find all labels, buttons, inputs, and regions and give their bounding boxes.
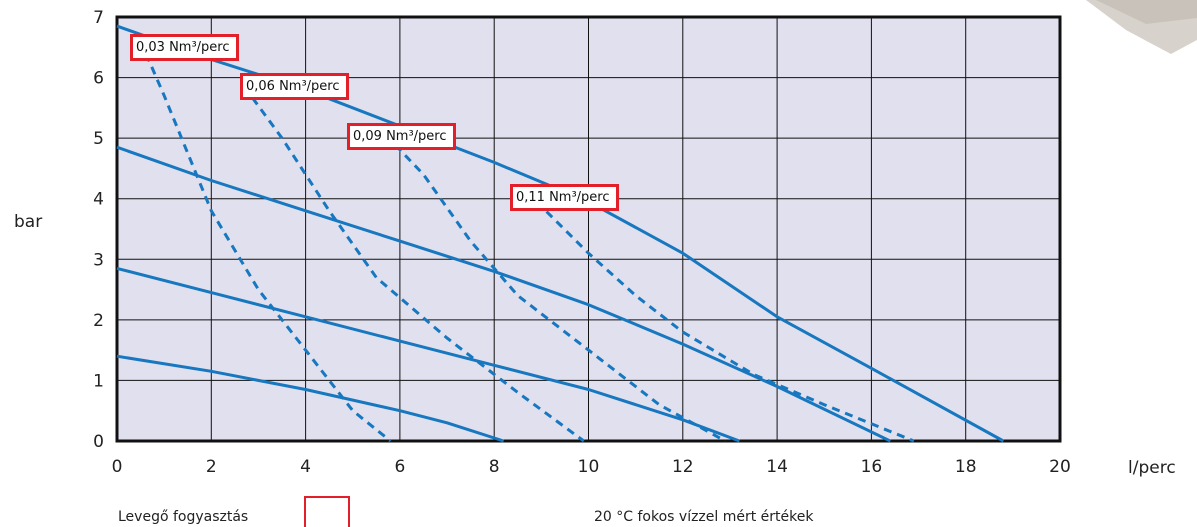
y-tick-label: 4: [93, 190, 104, 210]
callout-0-06: 0,06 Nm³/perc: [240, 73, 349, 100]
x-tick-label: 2: [206, 457, 217, 477]
x-axis-title: l/perc: [1128, 458, 1176, 478]
y-tick-label: 3: [93, 250, 104, 270]
callout-0-11: 0,11 Nm³/perc: [510, 184, 619, 211]
legend-label: Levegő fogyasztás: [118, 509, 249, 525]
y-tick-label: 0: [93, 432, 104, 452]
plot-frame: [115, 15, 1062, 443]
x-tick-label: 12: [672, 457, 694, 477]
footnote: 20 °C fokos vízzel mért értékek: [594, 509, 814, 525]
x-tick-label: 0: [112, 457, 123, 477]
x-tick-label: 18: [955, 457, 977, 477]
x-tick-label: 20: [1049, 457, 1071, 477]
callout-0-09: 0,09 Nm³/perc: [347, 123, 456, 150]
air-consumption-curve-4: [139, 40, 392, 443]
x-tick-label: 4: [300, 457, 311, 477]
x-tick-label: 10: [578, 457, 600, 477]
y-tick-label: 1: [93, 371, 104, 391]
y-tick-label: 7: [93, 8, 104, 28]
x-tick-label: 6: [394, 457, 405, 477]
x-tick-label: 16: [861, 457, 883, 477]
y-tick-label: 5: [93, 129, 104, 149]
pump-curve-1: [116, 266, 740, 443]
y-axis-title: bar: [14, 212, 43, 232]
corner-photo-fragment: [1086, 0, 1197, 64]
pump-curve-0: [116, 354, 505, 443]
callout-0-03: 0,03 Nm³/perc: [130, 34, 239, 61]
air-consumption-curve-5: [243, 85, 585, 443]
x-tick-label: 8: [489, 457, 500, 477]
x-tick-label: 14: [766, 457, 788, 477]
pump-curve-2: [116, 145, 891, 443]
legend-swatch: [304, 496, 350, 527]
y-tick-label: 6: [93, 69, 104, 89]
y-tick-label: 2: [93, 311, 104, 331]
air-consumption-curve-7: [535, 200, 915, 443]
